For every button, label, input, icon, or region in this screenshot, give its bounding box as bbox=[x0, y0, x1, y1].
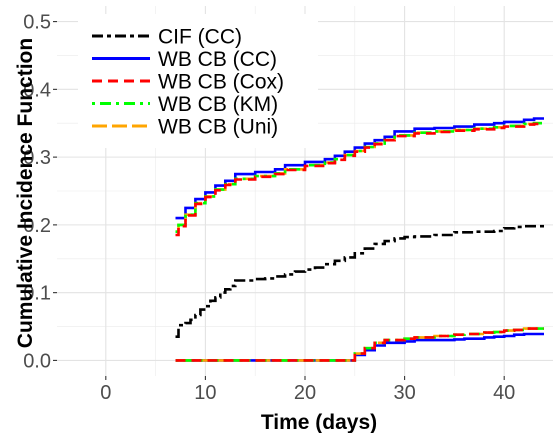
x-tick-label: 0 bbox=[100, 382, 111, 404]
y-tick-label: 0.4 bbox=[23, 79, 51, 101]
x-tick-label: 30 bbox=[393, 382, 415, 404]
y-tick-label: 0.5 bbox=[23, 12, 51, 34]
x-axis-ticks: 0 10 20 30 40 bbox=[100, 376, 515, 404]
y-tick-label: 0.1 bbox=[23, 283, 51, 305]
legend-label: WB CB (Cox) bbox=[158, 71, 284, 94]
x-tick-label: 20 bbox=[294, 382, 316, 404]
y-axis-ticks: 0.0 0.1 0.2 0.3 0.4 0.5 bbox=[23, 12, 57, 372]
series-line-wb-cb-cc-1 bbox=[175, 117, 544, 220]
y-tick-label: 0.2 bbox=[23, 215, 51, 237]
y-tick-label: 0.3 bbox=[23, 147, 51, 169]
legend: CIF (CC)WB CB (CC)WB CB (Cox)WB CB (KM)W… bbox=[78, 14, 318, 148]
series-line-cif-cc-0 bbox=[175, 224, 544, 338]
series-layer bbox=[175, 117, 544, 362]
x-axis-title: Time (days) bbox=[261, 411, 377, 433]
x-tick-label: 10 bbox=[194, 382, 216, 404]
y-tick-label: 0.0 bbox=[23, 350, 51, 372]
series-line-wb-cb-cox-7 bbox=[175, 122, 544, 237]
y-axis-title: Cumulative Incidence Function bbox=[14, 38, 37, 348]
x-tick-label: 40 bbox=[493, 382, 515, 404]
series-line-wb-cb-cox-8 bbox=[175, 327, 544, 362]
legend-label: WB CB (Uni) bbox=[158, 116, 278, 139]
legend-label: CIF (CC) bbox=[158, 26, 242, 49]
legend-label: WB CB (KM) bbox=[158, 93, 278, 116]
legend-label: WB CB (CC) bbox=[158, 48, 277, 71]
